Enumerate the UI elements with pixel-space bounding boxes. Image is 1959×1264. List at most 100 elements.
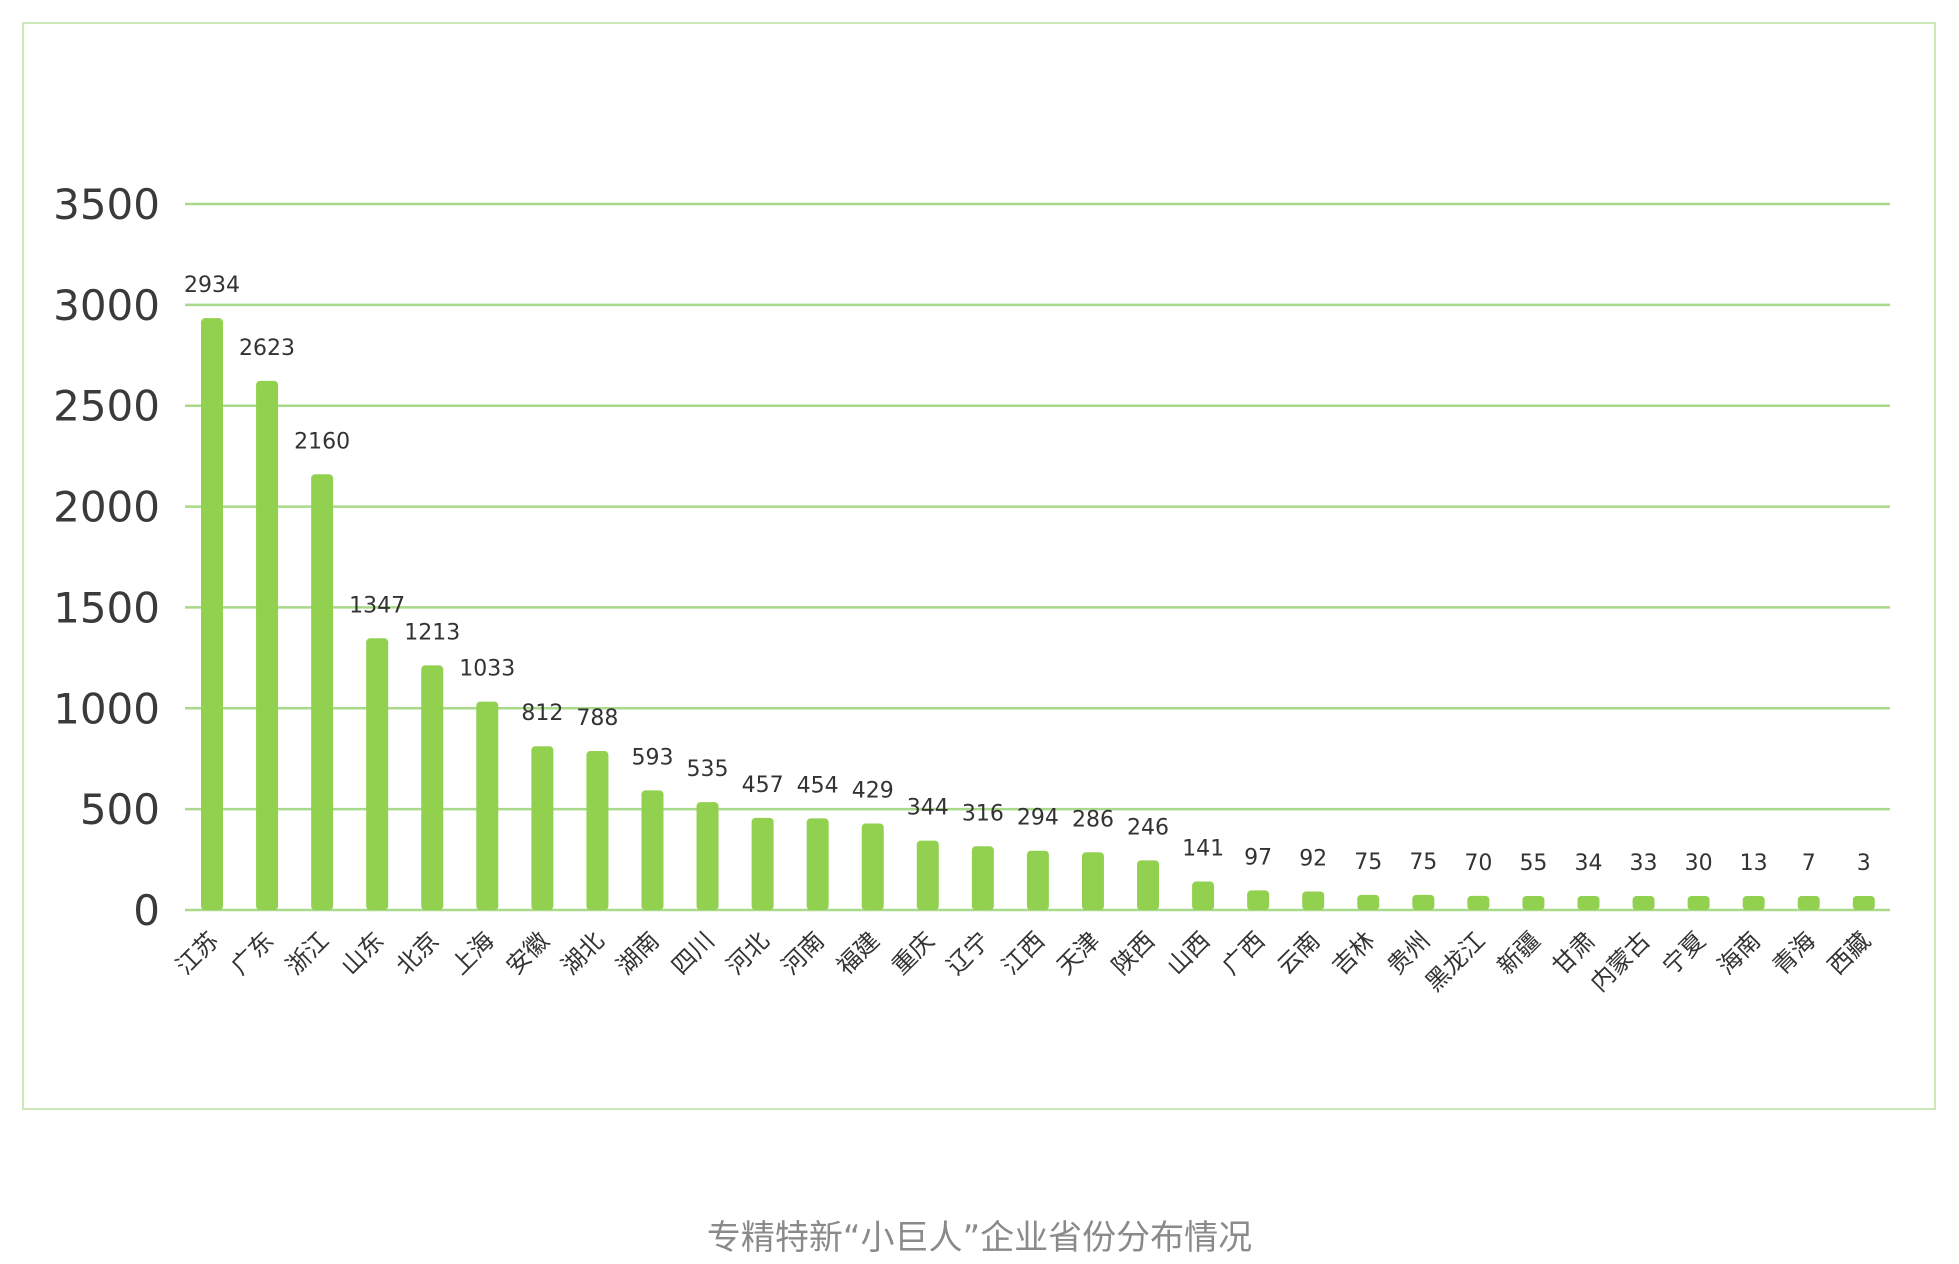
x-tick-label: 云南 <box>1272 926 1326 980</box>
x-tick-label: 山东 <box>336 926 390 980</box>
bar <box>531 746 554 910</box>
data-label: 7 <box>1802 851 1816 876</box>
bar <box>696 802 719 910</box>
bar <box>1412 894 1435 910</box>
data-label: 454 <box>797 773 839 798</box>
data-label: 593 <box>631 745 673 770</box>
x-tick-label: 青海 <box>1767 926 1821 980</box>
x-tick-label: 海南 <box>1712 926 1766 980</box>
bar-chart: 0 500 1000 1500 2000 2500 3000 3500 2934 江苏 2623 广东… <box>53 180 1890 997</box>
x-tick-label: 新疆 <box>1492 926 1546 980</box>
bar <box>1522 896 1545 910</box>
bar <box>1137 860 1160 910</box>
chart-caption: 专精特新“小巨人”企业省份分布情况 <box>706 1218 1253 1258</box>
x-tick-label: 上海 <box>446 926 500 980</box>
data-label: 13 <box>1740 851 1768 876</box>
data-label: 2623 <box>239 336 295 361</box>
x-tick-label: 广西 <box>1217 926 1271 980</box>
bar <box>1742 896 1765 910</box>
data-label: 75 <box>1409 850 1437 875</box>
bar <box>1687 896 1710 910</box>
x-tick-label: 辽宁 <box>941 926 995 980</box>
y-tick-label: 1000 <box>53 684 160 733</box>
bar <box>1357 894 1380 910</box>
data-label: 2160 <box>294 429 350 454</box>
y-tick-label: 2000 <box>53 483 160 532</box>
x-tick-label: 湖北 <box>556 926 610 980</box>
x-tick-label: 天津 <box>1051 926 1105 980</box>
y-tick-label: 2500 <box>53 382 160 431</box>
x-tick-label: 宁夏 <box>1657 926 1711 980</box>
data-label: 1347 <box>349 593 405 618</box>
x-tick-label: 四川 <box>666 926 720 980</box>
bar <box>201 318 223 910</box>
y-tick-label: 500 <box>80 785 160 834</box>
bar <box>366 638 389 910</box>
data-label: 246 <box>1127 815 1169 840</box>
bar <box>421 665 444 910</box>
data-label: 70 <box>1464 851 1492 876</box>
x-tick-label: 河南 <box>776 926 830 980</box>
data-label: 75 <box>1354 850 1382 875</box>
data-label: 33 <box>1630 851 1658 876</box>
bar <box>1797 896 1820 910</box>
data-label: 344 <box>907 796 949 821</box>
x-tick-label: 山西 <box>1162 926 1216 980</box>
x-tick-label: 黑龙江 <box>1420 926 1491 997</box>
data-label: 812 <box>521 701 563 726</box>
x-tick-label: 吉林 <box>1327 926 1381 980</box>
data-label: 1033 <box>459 657 515 682</box>
bar <box>1577 896 1600 910</box>
x-tick-label: 广东 <box>226 926 280 980</box>
data-label: 30 <box>1685 851 1713 876</box>
data-label: 34 <box>1575 851 1603 876</box>
bar <box>586 751 609 910</box>
y-tick-label: 1500 <box>53 583 160 632</box>
y-tick-label: 3500 <box>53 180 160 229</box>
x-tick-label: 浙江 <box>281 926 335 980</box>
x-tick-label: 西藏 <box>1822 926 1876 980</box>
x-tick-label: 江苏 <box>171 926 225 980</box>
data-label: 1213 <box>404 620 460 645</box>
x-tick-label: 湖南 <box>611 926 665 980</box>
x-tick-label: 北京 <box>391 926 445 980</box>
x-tick-label: 河北 <box>721 926 775 980</box>
bar <box>1467 895 1490 910</box>
data-label: 535 <box>687 757 729 782</box>
data-label: 97 <box>1244 845 1272 870</box>
bar <box>641 790 664 910</box>
data-label: 2934 <box>184 273 240 298</box>
x-tick-label: 内蒙古 <box>1585 926 1656 997</box>
data-label: 429 <box>852 778 894 803</box>
data-label: 457 <box>742 773 784 798</box>
data-label: 286 <box>1072 807 1114 832</box>
x-tick-label: 陕西 <box>1107 926 1161 980</box>
x-tick-label: 福建 <box>831 926 885 980</box>
bar <box>256 380 279 910</box>
data-label: 141 <box>1182 837 1224 862</box>
data-label: 55 <box>1519 851 1547 876</box>
bar <box>971 846 994 910</box>
bar <box>1852 896 1875 910</box>
x-tick-label: 江西 <box>996 926 1050 980</box>
bar <box>806 818 829 910</box>
data-label: 788 <box>576 706 618 731</box>
bar <box>861 823 884 910</box>
data-label: 316 <box>962 801 1004 826</box>
data-label: 3 <box>1857 851 1871 876</box>
bar <box>1081 852 1104 910</box>
bar <box>311 474 334 910</box>
y-tick-label: 3000 <box>53 281 160 330</box>
x-tick-label: 重庆 <box>886 926 940 980</box>
bar <box>1026 850 1049 910</box>
data-label: 92 <box>1299 846 1327 871</box>
bar <box>751 817 774 910</box>
y-tick-label: 0 <box>133 886 160 935</box>
data-label: 294 <box>1017 806 1059 831</box>
bar <box>1632 896 1655 910</box>
bar <box>1247 890 1270 910</box>
bar <box>1302 891 1325 910</box>
bar <box>916 840 939 910</box>
chart-frame <box>22 22 1936 1110</box>
x-tick-label: 安徽 <box>501 926 555 980</box>
